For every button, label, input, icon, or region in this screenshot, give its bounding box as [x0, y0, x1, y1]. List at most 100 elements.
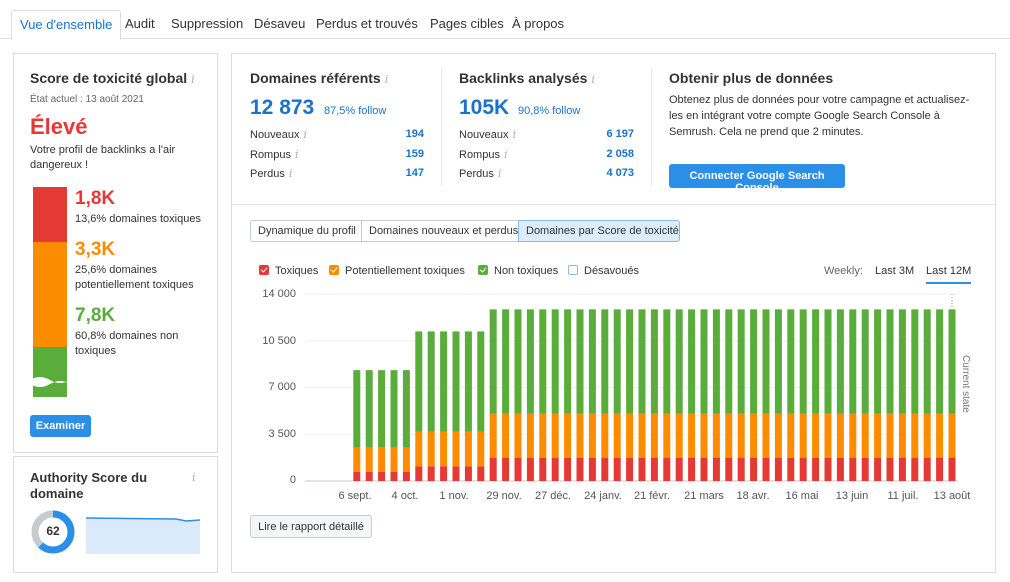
bar-potentiellement-toxiques[interactable] [799, 413, 807, 458]
info-icon[interactable]: i [384, 73, 389, 86]
bar-non-toxiques[interactable] [849, 309, 857, 414]
tab-removal[interactable]: Suppression [171, 16, 244, 31]
segment-new-lost-domains[interactable]: Domaines nouveaux et perdus [361, 220, 519, 242]
bar-non-toxiques[interactable] [564, 309, 572, 414]
bar-non-toxiques[interactable] [626, 309, 634, 414]
bar-toxiques[interactable] [750, 457, 758, 482]
bar-toxiques[interactable] [762, 457, 770, 482]
bar-non-toxiques[interactable] [737, 309, 745, 414]
segment-profile-dynamics[interactable]: Dynamique du profil [250, 220, 362, 242]
tab-about[interactable]: À propos [512, 16, 565, 31]
bar-non-toxiques[interactable] [936, 309, 944, 414]
bar-non-toxiques[interactable] [774, 309, 782, 414]
bar-toxiques[interactable] [514, 457, 522, 482]
bar-toxiques[interactable] [911, 457, 919, 482]
bar-potentiellement-toxiques[interactable] [911, 413, 919, 458]
legend-non-toxic[interactable]: Non toxiques [478, 265, 558, 277]
info-icon[interactable]: i [591, 73, 595, 86]
bar-toxiques[interactable] [588, 457, 596, 482]
bar-toxiques[interactable] [427, 466, 435, 481]
bar-potentiellement-toxiques[interactable] [750, 413, 758, 458]
bar-potentiellement-toxiques[interactable] [737, 413, 745, 458]
bar-potentiellement-toxiques[interactable] [861, 413, 869, 458]
bar-non-toxiques[interactable] [601, 309, 609, 414]
bar-toxiques[interactable] [402, 471, 410, 481]
backlinks-broken-value[interactable]: 2 058 [606, 148, 634, 160]
bar-non-toxiques[interactable] [588, 309, 596, 414]
bar-non-toxiques[interactable] [824, 309, 832, 414]
bar-non-toxiques[interactable] [725, 309, 733, 414]
bar-potentiellement-toxiques[interactable] [365, 447, 373, 472]
legend-potentially-toxic[interactable]: Potentiellement toxiques [329, 265, 465, 277]
bar-toxiques[interactable] [886, 457, 894, 482]
period-last-3m[interactable]: Last 3M [875, 265, 915, 277]
bar-potentiellement-toxiques[interactable] [948, 413, 956, 458]
legend-toxic[interactable]: Toxiques [259, 265, 318, 277]
bar-toxiques[interactable] [551, 457, 559, 482]
bar-non-toxiques[interactable] [911, 309, 919, 414]
bar-non-toxiques[interactable] [489, 309, 497, 414]
bar-toxiques[interactable] [638, 457, 646, 482]
bar-potentiellement-toxiques[interactable] [502, 413, 510, 458]
bar-toxiques[interactable] [626, 457, 634, 482]
bar-non-toxiques[interactable] [514, 309, 522, 414]
bar-toxiques[interactable] [874, 457, 882, 482]
bar-toxiques[interactable] [576, 457, 584, 482]
bar-toxiques[interactable] [948, 457, 956, 482]
bar-non-toxiques[interactable] [526, 309, 534, 414]
bar-toxiques[interactable] [378, 471, 386, 481]
bar-potentiellement-toxiques[interactable] [452, 431, 460, 467]
bar-toxiques[interactable] [861, 457, 869, 482]
bar-toxiques[interactable] [564, 457, 572, 482]
tab-overview[interactable]: Vue d'ensemble [11, 10, 122, 40]
bar-toxiques[interactable] [601, 457, 609, 482]
bar-potentiellement-toxiques[interactable] [427, 431, 435, 467]
bar-potentiellement-toxiques[interactable] [464, 431, 472, 467]
bar-potentiellement-toxiques[interactable] [539, 413, 547, 458]
bar-toxiques[interactable] [415, 466, 423, 481]
bar-potentiellement-toxiques[interactable] [774, 413, 782, 458]
bar-potentiellement-toxiques[interactable] [477, 431, 485, 467]
connect-gsc-button[interactable]: Connecter Google Search Console [669, 164, 845, 194]
bar-non-toxiques[interactable] [464, 331, 472, 432]
bar-toxiques[interactable] [353, 471, 361, 481]
bar-non-toxiques[interactable] [861, 309, 869, 414]
bar-potentiellement-toxiques[interactable] [787, 413, 795, 458]
referring-domains-value[interactable]: 12 873 [250, 96, 315, 119]
bar-toxiques[interactable] [440, 466, 448, 481]
bar-non-toxiques[interactable] [613, 309, 621, 414]
referring-broken-value[interactable]: 159 [405, 148, 424, 160]
bar-toxiques[interactable] [812, 457, 820, 482]
bar-potentiellement-toxiques[interactable] [762, 413, 770, 458]
bar-potentiellement-toxiques[interactable] [700, 413, 708, 458]
bar-non-toxiques[interactable] [762, 309, 770, 414]
bar-potentiellement-toxiques[interactable] [613, 413, 621, 458]
bar-non-toxiques[interactable] [874, 309, 882, 414]
bar-non-toxiques[interactable] [750, 309, 758, 414]
bar-potentiellement-toxiques[interactable] [923, 413, 931, 458]
bar-potentiellement-toxiques[interactable] [378, 447, 386, 472]
bar-potentiellement-toxiques[interactable] [824, 413, 832, 458]
bar-non-toxiques[interactable] [502, 309, 510, 414]
bar-non-toxiques[interactable] [452, 331, 460, 432]
bar-non-toxiques[interactable] [353, 370, 361, 448]
bar-toxiques[interactable] [477, 466, 485, 481]
bar-toxiques[interactable] [539, 457, 547, 482]
bar-potentiellement-toxiques[interactable] [626, 413, 634, 458]
bar-potentiellement-toxiques[interactable] [601, 413, 609, 458]
bar-non-toxiques[interactable] [365, 370, 373, 448]
bar-toxiques[interactable] [390, 471, 398, 481]
bar-toxiques[interactable] [898, 457, 906, 482]
bar-non-toxiques[interactable] [688, 309, 696, 414]
bar-non-toxiques[interactable] [700, 309, 708, 414]
bar-non-toxiques[interactable] [663, 309, 671, 414]
bar-potentiellement-toxiques[interactable] [886, 413, 894, 458]
bar-non-toxiques[interactable] [923, 309, 931, 414]
info-icon[interactable]: i [191, 73, 195, 86]
bar-non-toxiques[interactable] [427, 331, 435, 432]
bar-potentiellement-toxiques[interactable] [489, 413, 497, 458]
bar-non-toxiques[interactable] [477, 331, 485, 432]
bar-potentiellement-toxiques[interactable] [353, 447, 361, 472]
tab-audit[interactable]: Audit [125, 16, 155, 31]
bar-potentiellement-toxiques[interactable] [588, 413, 596, 458]
